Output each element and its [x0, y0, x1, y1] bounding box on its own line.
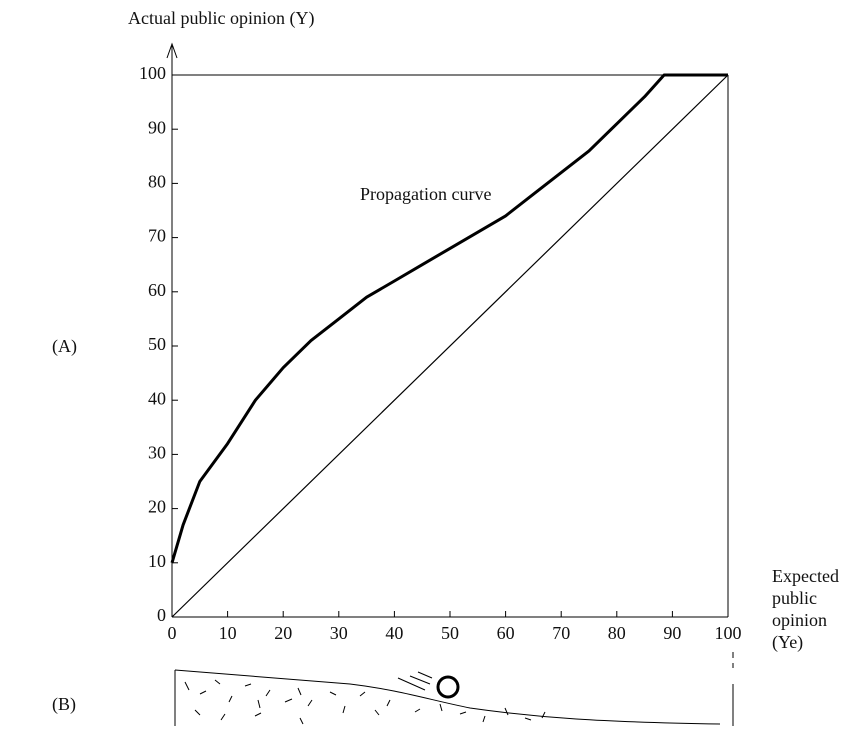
x-tick-label: 40: [385, 623, 403, 643]
series-line: [172, 75, 728, 617]
y-tick-label: 60: [148, 280, 166, 300]
y-tick-label: 20: [148, 497, 166, 517]
y-tick-label: 0: [157, 605, 166, 625]
x-axis-label: Expected: [772, 566, 839, 586]
y-axis-label: Actual public opinion (Y): [128, 8, 314, 29]
x-tick-label: 90: [663, 623, 681, 643]
x-axis-label: opinion: [772, 610, 827, 630]
x-tick-label: 80: [608, 623, 626, 643]
x-tick-label: 0: [168, 623, 177, 643]
chart: Actual public opinion (Y) (A) (B) Propag…: [0, 0, 866, 726]
y-tick-label: 100: [139, 63, 166, 83]
y-tick-label: 40: [148, 388, 166, 408]
x-tick-label: 50: [441, 623, 459, 643]
x-tick-label: 20: [274, 623, 292, 643]
x-tick-label: 10: [219, 623, 237, 643]
x-tick-label: 30: [330, 623, 348, 643]
y-tick-label: 90: [148, 117, 166, 137]
panel-label: (A): [52, 336, 77, 357]
y-tick-label: 50: [148, 334, 166, 354]
y-tick-label: 10: [148, 551, 166, 571]
page: {"chart_data": {"type": "line", "y_label…: [0, 0, 866, 726]
x-tick-label: 70: [552, 623, 570, 643]
y-tick-label: 80: [148, 172, 166, 192]
y-tick-label: 30: [148, 443, 166, 463]
x-axis-label: (Ye): [772, 632, 803, 653]
y-tick-label: 70: [148, 226, 166, 246]
x-axis-label: public: [772, 588, 817, 608]
annotation: Propagation curve: [360, 184, 491, 204]
landscape: [175, 652, 733, 726]
x-tick-label: 100: [715, 623, 742, 643]
series-line: [172, 75, 728, 563]
x-tick-label: 60: [497, 623, 515, 643]
panel-label: (B): [52, 694, 76, 715]
